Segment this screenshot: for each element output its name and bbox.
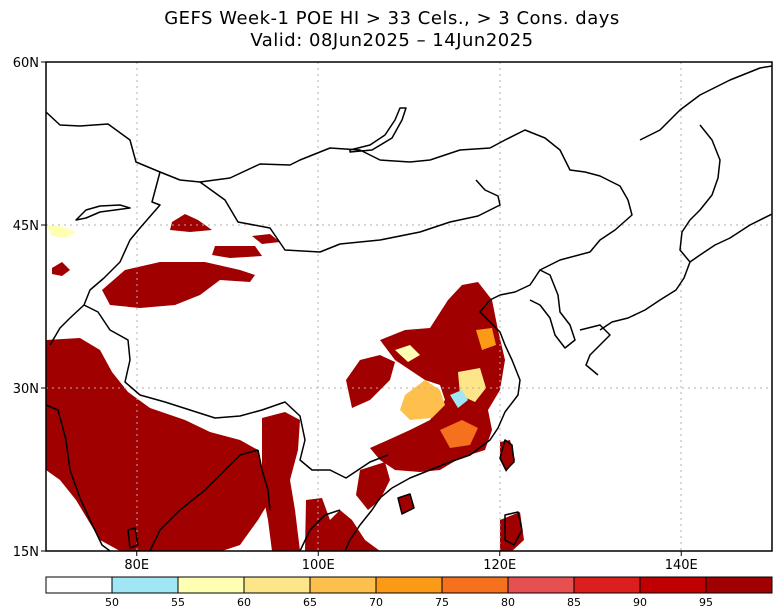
colorbar-swatch xyxy=(309,576,377,594)
colorbar-swatch xyxy=(441,576,509,594)
lon-tick-label: 80E xyxy=(124,558,149,573)
colorbar-label: 60 xyxy=(237,596,251,609)
colorbar: 50 55 60 65 70 75 80 85 90 95 xyxy=(45,576,773,609)
colorbar-label: 65 xyxy=(303,596,317,609)
shading-east-china xyxy=(370,282,505,472)
colorbar-swatch xyxy=(375,576,443,594)
colorbar-label: 80 xyxy=(501,596,515,609)
latitude-ticks: 60N 45N 30N 15N xyxy=(13,56,46,560)
lon-tick-label: 120E xyxy=(483,558,516,573)
colorbar-label: 50 xyxy=(105,596,119,609)
colorbar-label: 85 xyxy=(567,596,581,609)
colorbar-label: 95 xyxy=(699,596,713,609)
colorbar-swatch xyxy=(243,576,311,594)
colorbar-swatch xyxy=(705,576,773,594)
colorbar-swatch xyxy=(507,576,575,594)
coastlines-borders xyxy=(46,65,772,551)
shading-tarim xyxy=(102,262,255,308)
colorbar-swatch xyxy=(639,576,707,594)
lon-tick-label: 100E xyxy=(302,558,335,573)
colorbar-swatch xyxy=(111,576,179,594)
map-title-line1: GEFS Week-1 POE HI > 33 Cels., > 3 Cons.… xyxy=(164,8,620,29)
lat-tick-label: 15N xyxy=(13,545,39,560)
lon-tick-label: 140E xyxy=(665,558,698,573)
colorbar-swatch xyxy=(45,576,113,594)
probability-shading xyxy=(46,214,524,551)
colorbar-swatch xyxy=(177,576,245,594)
lat-tick-label: 60N xyxy=(13,56,39,71)
grid-lines xyxy=(46,62,772,551)
shading-myanmar xyxy=(262,412,300,551)
map-frame xyxy=(45,61,773,552)
colorbar-label: 55 xyxy=(171,596,185,609)
colorbar-label: 70 xyxy=(369,596,383,609)
colorbar-swatch xyxy=(573,576,641,594)
shading-india xyxy=(46,338,270,551)
lat-tick-label: 30N xyxy=(13,382,39,397)
colorbar-label: 75 xyxy=(435,596,449,609)
colorbar-label: 90 xyxy=(633,596,647,609)
lat-tick-label: 45N xyxy=(13,219,39,234)
longitude-ticks: 80E 100E 120E 140E xyxy=(124,551,698,573)
map-title-line2: Valid: 08Jun2025 – 14Jun2025 xyxy=(250,30,534,51)
